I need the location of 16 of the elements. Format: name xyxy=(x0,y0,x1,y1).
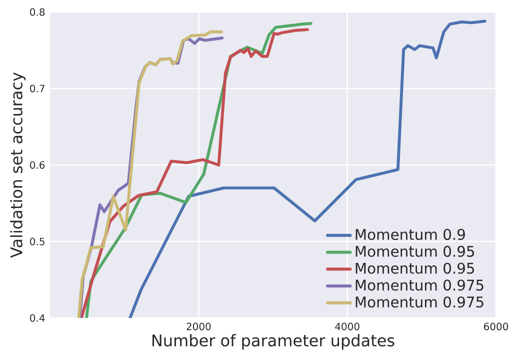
y-tick-label: 0.7 xyxy=(30,84,44,92)
legend-label: Momentum 0.95 xyxy=(356,246,474,257)
x-axis-title: Number of parameter updates xyxy=(152,334,394,350)
y-tick-label: 0.8 xyxy=(30,8,45,16)
y-axis-title: Validation set accuracy xyxy=(10,72,26,258)
legend-label: Momentum 0.95 xyxy=(356,262,474,274)
y-tick-label: 0.5 xyxy=(30,238,44,246)
y-tick-label: 0.6 xyxy=(30,161,45,169)
legend-label: Momentum 0.975 xyxy=(356,280,484,291)
legend-label: Momentum 0.9 xyxy=(356,228,465,240)
line-series xyxy=(128,20,486,318)
x-tick-label: 2000 xyxy=(186,322,211,330)
x-tick-label: 6000 xyxy=(484,322,508,330)
x-tick-label: 4000 xyxy=(335,322,360,330)
y-tick-label: 0.4 xyxy=(30,314,45,322)
legend-label: Momentum 0.975 xyxy=(356,296,484,308)
